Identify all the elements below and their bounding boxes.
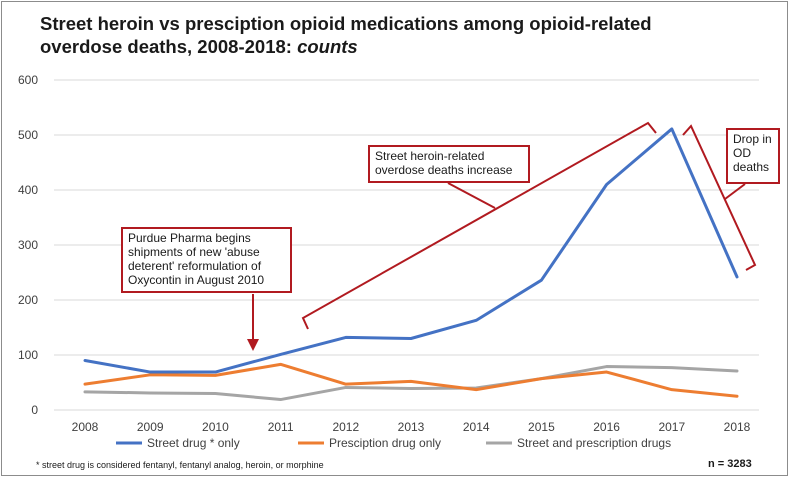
x-tick-label: 2015 xyxy=(528,420,555,434)
x-tick-label: 2016 xyxy=(593,420,620,434)
annotation-leader-drop xyxy=(724,183,746,200)
y-tick-label: 600 xyxy=(18,73,38,87)
annotation-bracket-drop xyxy=(682,124,757,271)
annotation-line: OD xyxy=(733,146,751,160)
x-axis-ticks: 2008 2009 2010 2011 2012 2013 2014 2015 2016 2017… xyxy=(72,420,751,434)
annotation-line: Drop in xyxy=(733,132,772,146)
y-tick-label: 0 xyxy=(31,403,38,417)
series-line xyxy=(83,127,739,374)
annotation-line: Purdue Pharma begins xyxy=(128,231,251,245)
x-tick-label: 2009 xyxy=(137,420,164,434)
sample-size: n = 3283 xyxy=(708,458,752,470)
annotation-purdue: Purdue Pharma begins shipments of new 'a… xyxy=(121,227,292,293)
y-tick-label: 200 xyxy=(18,293,38,307)
series-line xyxy=(83,365,739,402)
annotation-increase: Street heroin-related overdose deaths in… xyxy=(368,145,530,183)
annotation-line: deaths xyxy=(733,160,770,174)
chart-title-italic: counts xyxy=(297,36,358,57)
annotation-leader-increase xyxy=(447,182,496,209)
annotation-bracket-increase xyxy=(301,121,657,330)
y-tick-label: 500 xyxy=(18,128,38,142)
legend-label: Presciption drug only xyxy=(329,436,441,450)
annotation-brackets xyxy=(247,121,757,351)
annotation-line: deterent' reformulation of xyxy=(128,259,262,273)
x-tick-label: 2011 xyxy=(268,420,294,434)
chart-title: Street heroin vs presciption opioid medi… xyxy=(40,12,680,58)
series-lines xyxy=(83,127,739,402)
series-line xyxy=(83,362,739,398)
legend: Street drug * only Presciption drug only S… xyxy=(116,436,671,450)
annotation-line: Street heroin-related xyxy=(375,149,485,163)
y-tick-label: 100 xyxy=(18,348,38,362)
legend-label: Street and prescription drugs xyxy=(517,436,671,450)
annotation-drop: Drop in OD deaths xyxy=(726,128,780,184)
annotation-arrow-head xyxy=(247,339,259,351)
legend-label: Street drug * only xyxy=(147,436,240,450)
y-axis-ticks: 0 100 200 300 400 500 600 xyxy=(18,73,38,417)
x-tick-label: 2010 xyxy=(202,420,229,434)
y-tick-label: 400 xyxy=(18,183,38,197)
gridlines xyxy=(54,79,759,411)
x-tick-label: 2008 xyxy=(72,420,99,434)
x-tick-label: 2018 xyxy=(724,420,751,434)
annotation-line: overdose deaths increase xyxy=(375,163,513,177)
x-tick-label: 2013 xyxy=(398,420,425,434)
chart-title-main: Street heroin vs presciption opioid medi… xyxy=(40,13,652,57)
x-tick-label: 2014 xyxy=(463,420,490,434)
x-tick-label: 2012 xyxy=(332,420,359,434)
annotation-line: shipments of new 'abuse xyxy=(128,245,260,259)
annotation-line: Oxycontin in August 2010 xyxy=(128,273,265,287)
footnote: * street drug is considered fentanyl, fe… xyxy=(36,460,324,470)
y-tick-label: 300 xyxy=(18,238,38,252)
x-tick-label: 2017 xyxy=(658,420,685,434)
